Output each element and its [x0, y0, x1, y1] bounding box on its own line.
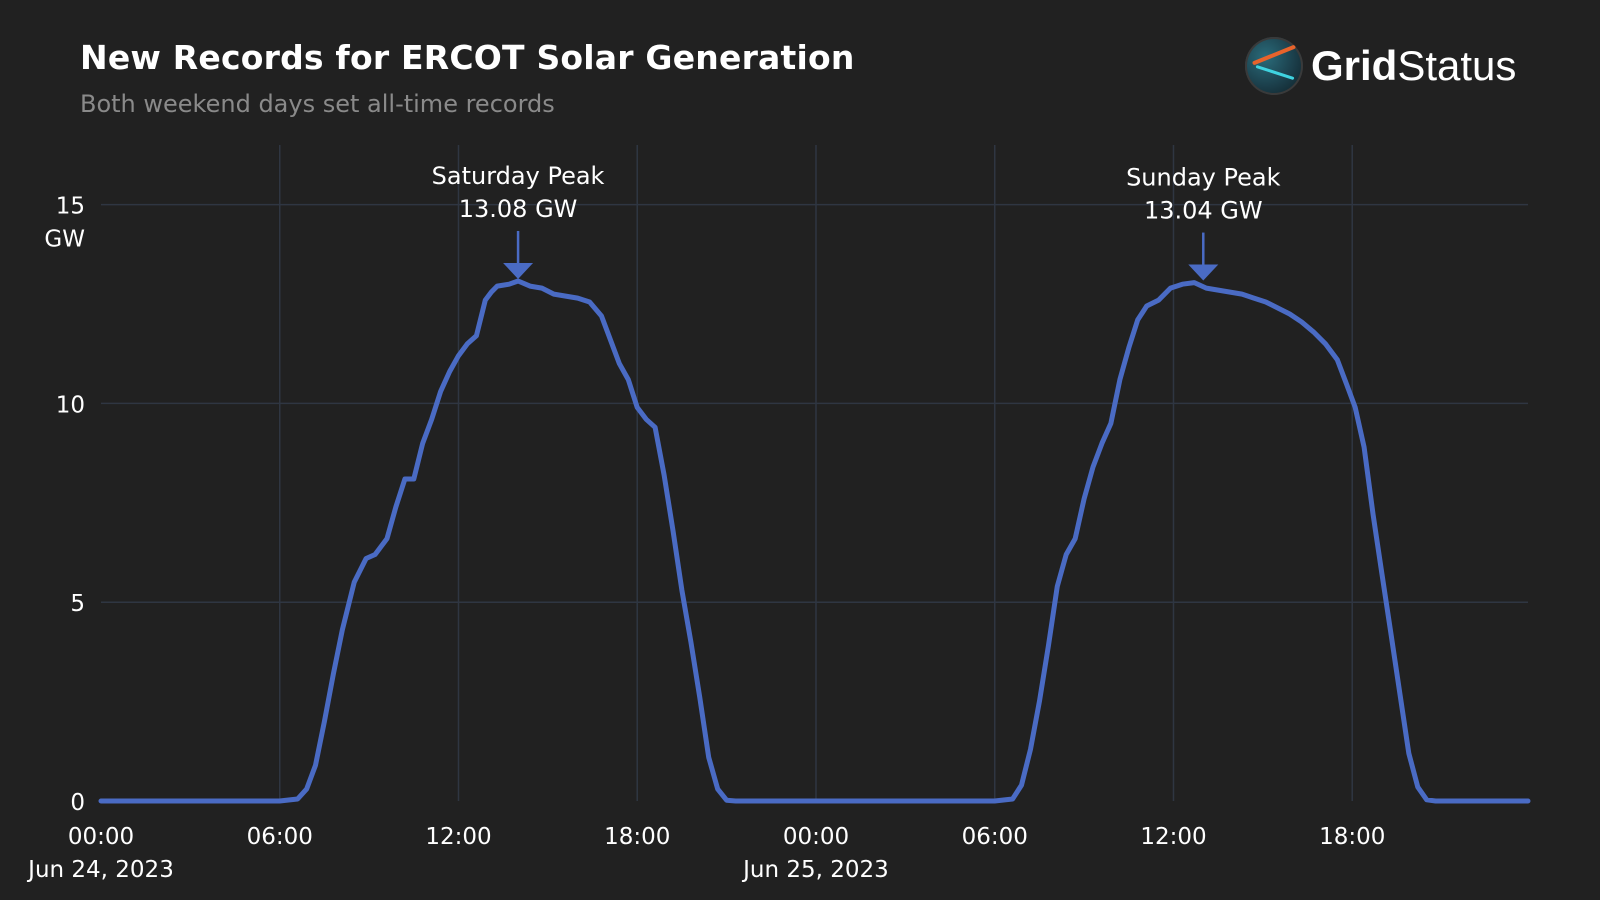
- x-tick-label: 06:00: [247, 824, 313, 850]
- chart-title: New Records for ERCOT Solar Generation: [80, 38, 855, 77]
- lightning-globe-icon: [1245, 37, 1303, 95]
- logo-wordmark: GridStatus: [1311, 42, 1517, 89]
- y-unit-label: GW: [44, 227, 85, 253]
- grid-lines: [101, 145, 1528, 801]
- x-tick-label: 00:00: [68, 824, 134, 850]
- axis-labels: 0 5 10 15 GW 00:00 Jun 24, 2023 06:00 12:00 18:00…: [26, 194, 1385, 883]
- x-tick-label: 06:00: [962, 824, 1028, 850]
- annotation-title: Sunday Peak: [1126, 164, 1281, 192]
- x-tick-label: 00:00: [783, 824, 849, 850]
- x-date-label: Jun 24, 2023: [26, 857, 174, 883]
- y-tick-label: 15: [56, 194, 85, 220]
- x-tick-label: 18:00: [604, 824, 670, 850]
- gridstatus-logo[interactable]: GridStatus: [1245, 36, 1516, 96]
- peak-annotations: Saturday Peak 13.08 GW Sunday Peak 13.04 GW: [432, 162, 1281, 281]
- x-tick-label: 18:00: [1319, 824, 1385, 850]
- x-tick-label: 12:00: [425, 824, 491, 850]
- chart-subtitle: Both weekend days set all-time records: [80, 90, 555, 118]
- annotation-arrowhead: [503, 262, 534, 279]
- series-lines: [98, 278, 1531, 804]
- y-tick-label: 0: [70, 790, 85, 816]
- annotation-title: Saturday Peak: [432, 162, 605, 190]
- x-tick-label: 12:00: [1140, 824, 1206, 850]
- x-date-label: Jun 25, 2023: [741, 857, 889, 883]
- y-tick-label: 5: [70, 591, 85, 617]
- annotation-arrowhead: [1188, 264, 1219, 281]
- annotation-value: 13.04 GW: [1144, 197, 1263, 225]
- y-tick-label: 10: [56, 392, 85, 418]
- annotation-value: 13.08 GW: [459, 195, 578, 223]
- solar-generation-line: [98, 278, 1531, 804]
